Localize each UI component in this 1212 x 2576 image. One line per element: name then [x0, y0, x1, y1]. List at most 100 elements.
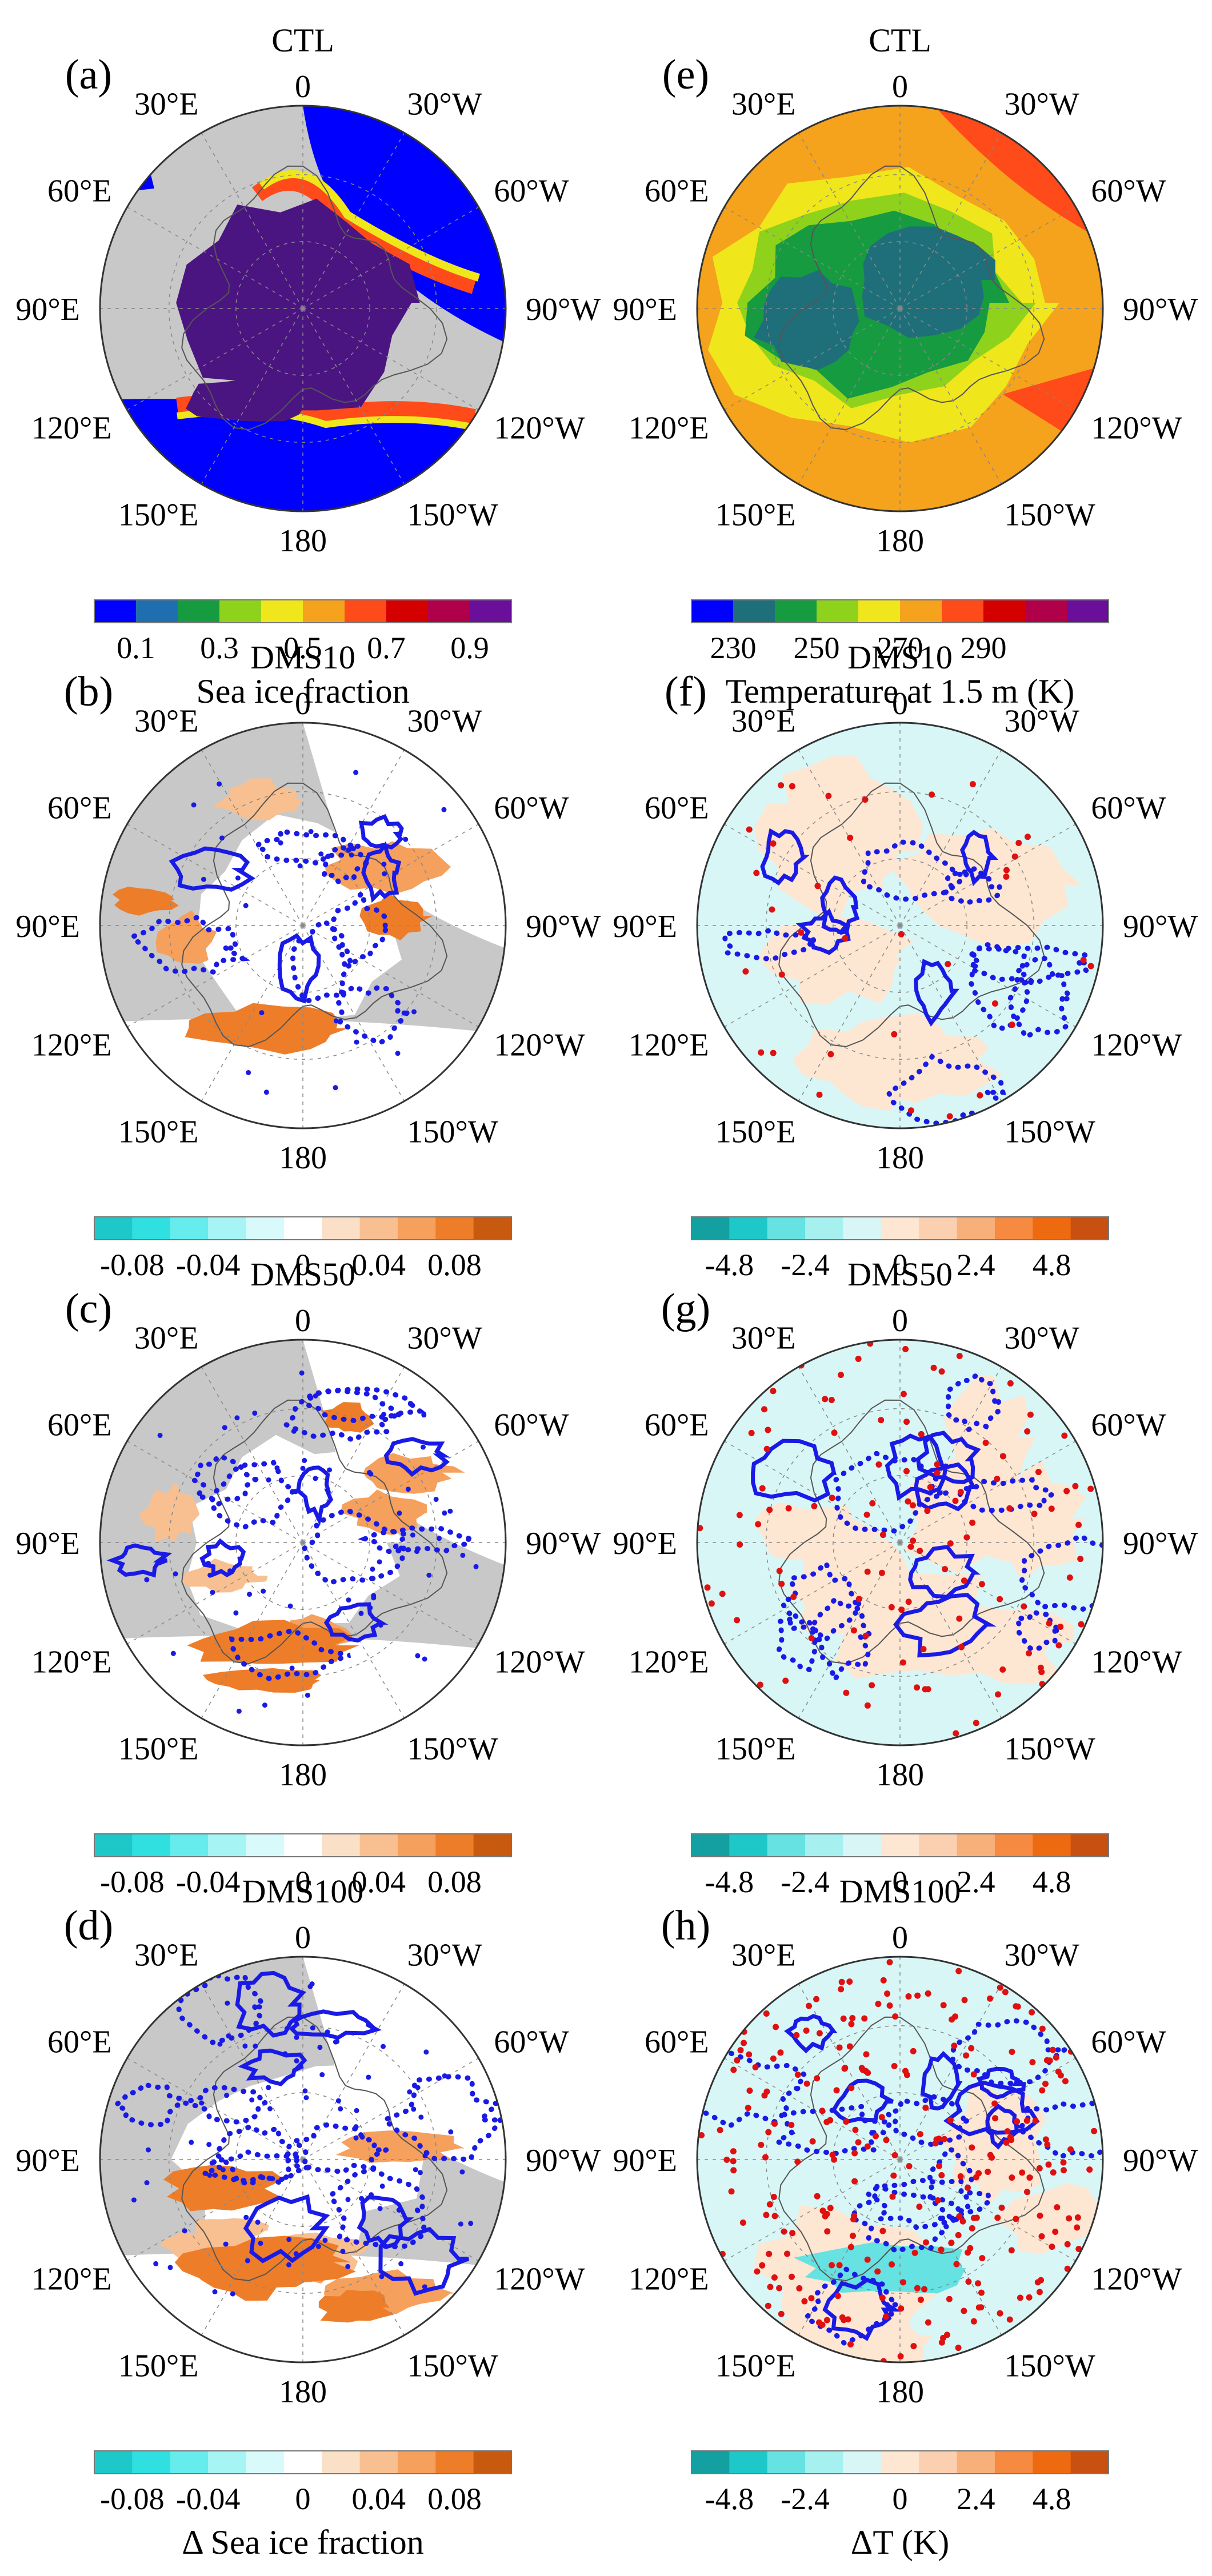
meridian — [899, 1542, 1076, 1645]
meridian — [302, 1542, 479, 1645]
significance-dot — [829, 2152, 836, 2158]
significance-dot — [796, 2285, 803, 2291]
significance-dot — [340, 2249, 346, 2254]
significance-dot — [934, 1461, 941, 1468]
longitude-label: 60°E — [645, 1408, 709, 1443]
significance-dot — [992, 2115, 999, 2122]
colorbar-swatch — [957, 1834, 995, 1857]
significance-dot — [863, 2051, 870, 2058]
contour-solid — [243, 2194, 330, 2263]
significance-dot — [956, 1615, 963, 1622]
significance-dot — [1029, 2009, 1035, 2016]
pack-ice-2 — [186, 378, 321, 422]
panel-letter: (h) — [661, 1902, 710, 1949]
colorbar-tick-label: 0.04 — [351, 2482, 406, 2516]
significance-dot — [1066, 2215, 1073, 2222]
map-panel-2: 0 30°W 60°W 90°W 120°W 150°W 180 150°E 120°E 90°E… — [15, 639, 601, 1282]
panel-letter: (b) — [64, 668, 113, 715]
longitude-label: 30°W — [407, 1321, 482, 1356]
significance-dot — [286, 2237, 292, 2242]
significance-dot — [964, 2184, 971, 2191]
significance-dot — [247, 1592, 253, 1597]
significance-dot — [319, 2072, 325, 2077]
colorbar-swatch — [246, 2451, 285, 2474]
significance-dot — [861, 2015, 868, 2022]
longitude-label: 30°W — [1005, 1938, 1079, 1973]
significance-dot — [869, 1500, 876, 1507]
significance-dot — [922, 2104, 929, 2111]
significance-dot — [978, 1581, 985, 1588]
significance-dot — [903, 1468, 910, 1475]
significance-dot — [969, 2225, 975, 2232]
significance-dot — [878, 2114, 885, 2121]
significance-dot — [813, 1996, 820, 2002]
meridian — [302, 1984, 405, 2160]
significance-dot — [892, 2013, 899, 2020]
significance-dot — [882, 2313, 889, 2320]
significance-dot — [891, 2152, 898, 2159]
significance-dot — [973, 2174, 979, 2181]
significance-dot — [934, 1469, 941, 1476]
map-panel-5: 0 30°W 60°W 90°W 120°W 150°W 180 150°E 120°E 90°E… — [613, 1256, 1198, 1899]
longitude-label: 150°W — [407, 2348, 498, 2383]
significance-dot — [767, 2283, 774, 2290]
colorbar-swatch — [359, 1217, 398, 1240]
significance-dot — [1008, 2247, 1015, 2254]
significance-dot — [898, 1607, 905, 1613]
significance-dot — [888, 1604, 895, 1610]
significance-dot — [289, 1665, 295, 1671]
colorbar-frame — [691, 1216, 1109, 1240]
significance-dot — [814, 2075, 821, 2082]
colorbar-tick-label: -0.04 — [176, 1865, 240, 1899]
longitude-label: 30°E — [134, 87, 199, 122]
positive-anomaly — [138, 1482, 200, 1543]
significance-dot — [906, 2163, 913, 2170]
significance-dot — [828, 2262, 835, 2269]
significance-dot — [955, 1968, 962, 1974]
significance-dot — [994, 1476, 1001, 1483]
positive-anomaly — [321, 1402, 374, 1433]
significance-dot — [921, 2286, 928, 2293]
longitude-label: 120°E — [31, 2262, 112, 2297]
colorbar-tick-label: 2.4 — [957, 2482, 995, 2516]
significance-dot — [302, 1457, 307, 1463]
significance-dot — [379, 2274, 385, 2279]
panel-title: CTL — [271, 22, 334, 59]
significance-dot — [778, 971, 785, 978]
significance-dot — [899, 1659, 906, 1666]
significance-dot — [274, 1465, 280, 1471]
significance-dot — [267, 2106, 273, 2112]
significance-dot — [969, 781, 976, 788]
significance-dot — [189, 2140, 194, 2145]
significance-dot — [940, 2002, 947, 2009]
significance-dot — [910, 2048, 917, 2054]
significance-dot — [191, 802, 197, 808]
colorbar-swatch — [919, 2451, 958, 2474]
longitude-label: 0 — [295, 1303, 311, 1339]
significance-dot — [855, 1596, 862, 1603]
significance-dot — [217, 2041, 223, 2047]
colorbar-swatch — [283, 1217, 322, 1240]
significance-dot — [414, 1549, 420, 1555]
contour-solid — [361, 841, 402, 903]
significance-dot — [381, 862, 387, 867]
panel-title: DMS100 — [839, 1873, 961, 1910]
significance-dot — [730, 2148, 737, 2155]
significance-dot — [403, 836, 409, 842]
significance-dot — [243, 903, 249, 908]
colorbar-swatch — [435, 2451, 474, 2474]
colorbar-swatch — [957, 2451, 995, 2474]
colorbar-swatch — [208, 1217, 246, 1240]
significance-dot — [865, 2069, 871, 2076]
significance-dot — [144, 1577, 150, 1583]
meridian — [798, 750, 901, 926]
significance-dot — [367, 1605, 373, 1610]
significance-dot — [946, 1113, 953, 1120]
significance-dot — [811, 1503, 818, 1509]
longitude-label: 0 — [295, 686, 311, 722]
significance-dot — [359, 2196, 365, 2201]
significance-dot — [719, 1591, 726, 1597]
significance-dot — [1003, 2139, 1010, 2146]
colorbar-swatch — [691, 600, 734, 623]
longitude-label: 30°W — [407, 87, 482, 122]
